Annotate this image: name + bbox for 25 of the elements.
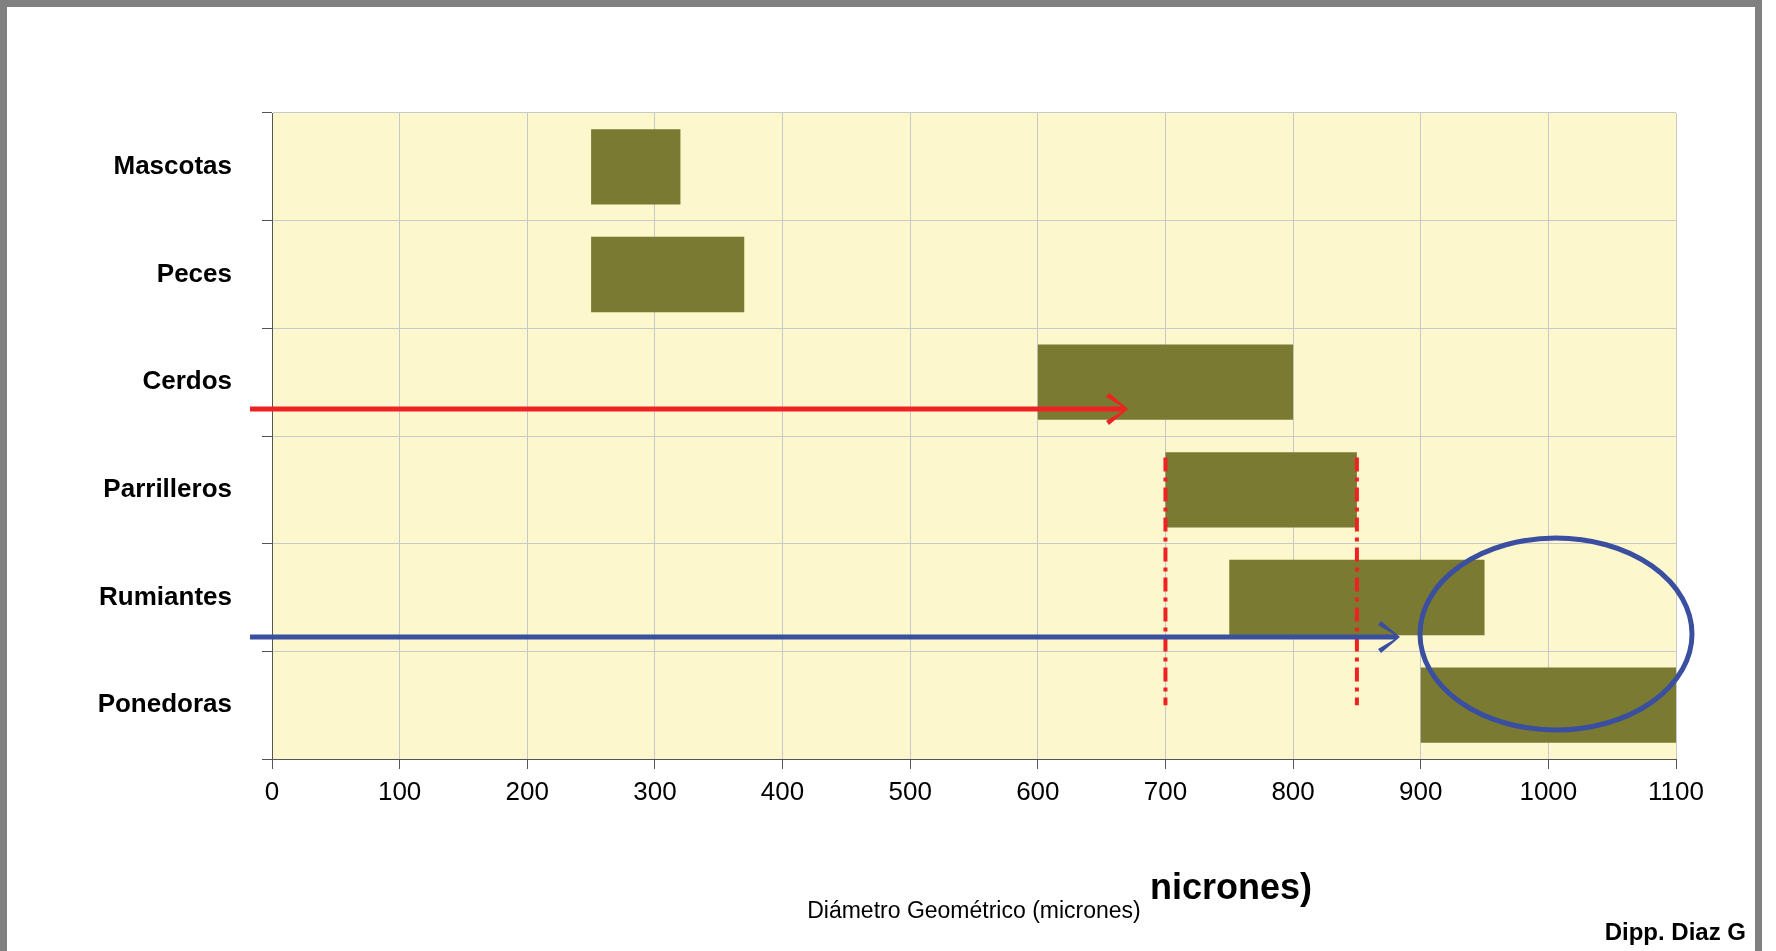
- x-tick-label: 800: [1271, 775, 1315, 806]
- bar: [591, 236, 745, 313]
- x-tick-label: 0: [264, 775, 280, 806]
- bar: [591, 129, 681, 205]
- x-tick-label: 700: [1143, 775, 1188, 806]
- y-tick-label: Peces: [156, 257, 232, 288]
- text: Dipp. Diaz G: [1604, 918, 1746, 946]
- x-tick-label: 1000: [1519, 775, 1578, 806]
- y-tick-label: Rumiantes: [99, 580, 232, 611]
- x-tick-label: 400: [760, 775, 805, 806]
- x-tick-label: 900: [1399, 775, 1443, 806]
- y-tick-label: Parrilleros: [103, 473, 232, 504]
- x-tick-label: 100: [377, 775, 422, 806]
- bar: [1165, 452, 1357, 528]
- y-tick-label: Ponedoras: [97, 688, 232, 719]
- x-tick-label: 500: [888, 775, 932, 806]
- x-axis-title: Diámetro Geométrico (micrones): [807, 896, 1141, 923]
- text: nicrones): [1150, 866, 1313, 908]
- x-tick-label: 300: [633, 775, 677, 806]
- x-tick-label: 200: [505, 775, 549, 806]
- y-tick-label: Mascotas: [113, 150, 232, 181]
- y-tick-label: Cerdos: [142, 365, 232, 396]
- bar: [1037, 344, 1294, 420]
- x-tick-label: 600: [1016, 775, 1060, 806]
- x-tick-label: 1100: [1648, 775, 1704, 806]
